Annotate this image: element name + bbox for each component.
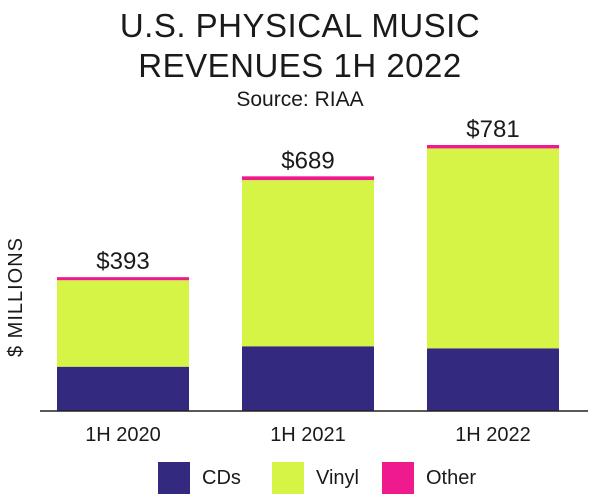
chart-subtitle: Source: RIAA — [236, 88, 364, 111]
total-label: $781 — [466, 116, 519, 143]
chart-title-line-1: U.S. PHYSICAL MUSIC — [119, 7, 481, 44]
legend-label-other: Other — [426, 466, 477, 489]
legend-swatch-other — [382, 462, 414, 494]
bar-segment-other-1h-2021 — [242, 176, 374, 181]
x-tick-label: 1H 2021 — [270, 424, 346, 446]
legend-label-cds: CDs — [202, 466, 241, 489]
bar-segment-cds-1h-2021 — [242, 346, 374, 411]
legend-label-vinyl: Vinyl — [316, 466, 359, 489]
total-label: $689 — [281, 147, 334, 174]
x-tick-label: 1H 2022 — [455, 424, 531, 446]
y-axis-label: $ MILLIONS — [5, 237, 27, 357]
bar-segment-other-1h-2020 — [57, 277, 189, 281]
legend-item-vinyl: Vinyl — [272, 462, 359, 494]
x-tick-labels-group: 1H 2020 1H 2021 1H 2022 — [85, 424, 531, 446]
bar-segment-vinyl-1h-2022 — [427, 148, 559, 349]
bar-segment-cds-1h-2022 — [427, 348, 559, 411]
bar-segment-vinyl-1h-2020 — [57, 280, 189, 367]
bars-group — [57, 145, 559, 411]
bar-segment-cds-1h-2020 — [57, 366, 189, 411]
legend-swatch-vinyl — [272, 462, 304, 494]
bar-segment-other-1h-2022 — [427, 145, 559, 149]
chart-title: U.S. PHYSICAL MUSIC REVENUES 1H 2022 — [0, 6, 600, 86]
legend-item-other: Other — [382, 462, 476, 494]
legend-item-cds: CDs — [158, 462, 241, 494]
bar-segment-vinyl-1h-2021 — [242, 180, 374, 347]
legend-swatch-cds — [158, 462, 190, 494]
total-labels-group: $393 $689 $781 — [96, 116, 519, 275]
x-tick-label: 1H 2020 — [85, 424, 161, 446]
chart-title-line-2: REVENUES 1H 2022 — [138, 47, 462, 84]
total-label: $393 — [96, 248, 149, 275]
